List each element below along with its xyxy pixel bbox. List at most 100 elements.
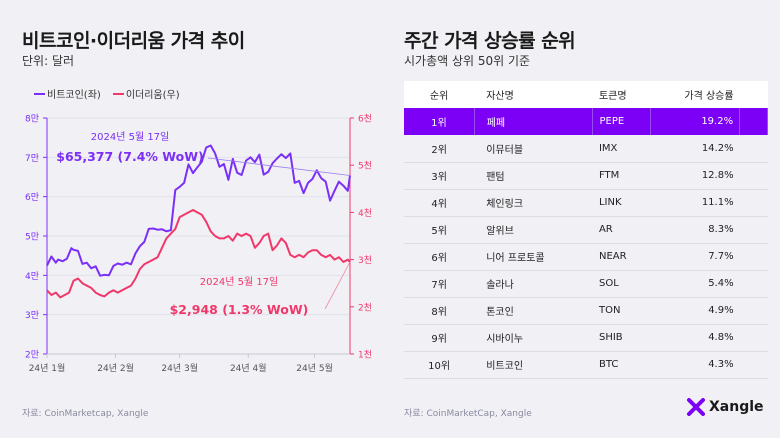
left-axis-tick-label: 7만 xyxy=(25,153,39,164)
table-row: 8위 톤코인 TON 4.9% xyxy=(404,297,768,324)
ethereum-annotation-date: 2024년 5월 17일 xyxy=(200,276,279,288)
rank-cell: 7위 xyxy=(431,280,447,291)
price-change-cell: 12.8% xyxy=(701,170,734,181)
bitcoin-annotation-date: 2024년 5월 17일 xyxy=(91,131,170,143)
header-rank: 순위 xyxy=(429,91,449,102)
left-axis-tick-label: 8만 xyxy=(25,114,39,125)
ethereum-price-line xyxy=(46,209,351,299)
header-spacer xyxy=(740,81,768,108)
right-axis-tick-label: 3천 xyxy=(358,255,372,266)
left-axis-tick-label: 3만 xyxy=(25,310,39,321)
table-row: 5위 알위브 AR 8.3% xyxy=(404,216,768,243)
table-row: 9위 시바이누 SHIB 4.8% xyxy=(404,324,768,351)
header-price-change: 가격 상승률 xyxy=(684,91,734,102)
table-row: 4위 체인링크 LINK 11.1% xyxy=(404,189,768,216)
spacer-cell xyxy=(740,351,768,378)
price-change-cell: 5.4% xyxy=(708,278,734,289)
legend-swatch-ethereum xyxy=(112,92,124,95)
asset-name-cell: 알위브 xyxy=(486,226,514,237)
rank-cell: 9위 xyxy=(431,334,447,345)
rank-cell: 5위 xyxy=(431,226,447,237)
rank-cell: 6위 xyxy=(431,253,447,264)
bitcoin-price-line xyxy=(46,144,351,277)
price-change-cell: 8.3% xyxy=(708,224,734,235)
rank-cell: 10위 xyxy=(428,361,451,372)
left-axis-tick-label: 5만 xyxy=(25,232,39,243)
x-axis-tick-label: 24년 2월 xyxy=(97,362,134,374)
left-chart-subtitle: 단위: 달러 xyxy=(22,54,75,68)
left-axis-tick-label: 6만 xyxy=(25,192,39,203)
right-axis-tick-label: 4천 xyxy=(358,208,372,219)
x-axis-tick-label: 24년 1월 xyxy=(29,362,66,374)
right-axis-tick-label: 1천 xyxy=(358,350,372,361)
x-axis-tick-label: 24년 3월 xyxy=(161,362,198,374)
xangle-wordmark: Xangle xyxy=(709,399,764,415)
spacer-cell xyxy=(740,189,768,216)
token-cell: SHIB xyxy=(598,332,623,343)
header-asset-name: 자산명 xyxy=(486,91,514,102)
asset-name-cell: 팬텀 xyxy=(486,172,505,183)
bitcoin-annotation-value: $65,377 (7.4% WoW) xyxy=(56,149,203,164)
token-cell: IMX xyxy=(598,142,618,154)
table-row: 1위 페페 PEPE 19.2% xyxy=(404,108,768,135)
legend-swatch-bitcoin xyxy=(34,92,45,95)
right-source-note: 자료: CoinMarketCap, Xangle xyxy=(404,409,532,419)
asset-name-cell: 이뮤터블 xyxy=(486,144,524,156)
legend-item-ethereum: 이더리움(우) xyxy=(112,86,180,101)
legend-item-bitcoin: 비트코인(좌) xyxy=(34,86,101,101)
ethereum-annotation-value: $2,948 (1.3% WoW) xyxy=(170,302,309,317)
token-cell: AR xyxy=(598,224,613,235)
ethereum-annotation-leader xyxy=(324,261,351,310)
token-cell: BTC xyxy=(598,359,619,370)
right-axis-tick-label: 6천 xyxy=(358,114,372,125)
table-row: 2위 이뮤터블 IMX 14.2% xyxy=(404,135,768,162)
price-change-cell: 4.8% xyxy=(708,332,734,343)
token-cell: NEAR xyxy=(598,251,627,262)
token-cell: FTM xyxy=(598,170,620,181)
legend-label-ethereum: 이더리움(우) xyxy=(125,90,180,101)
asset-name-cell: 체인링크 xyxy=(486,199,524,210)
xangle-logo: Xangle xyxy=(687,398,764,416)
spacer-cell xyxy=(740,243,768,270)
rank-cell: 8위 xyxy=(431,307,447,318)
token-cell: TON xyxy=(598,305,621,316)
xangle-x-icon xyxy=(687,398,705,416)
x-axis-tick-label: 24년 4월 xyxy=(230,362,267,374)
token-cell: LINK xyxy=(598,197,622,208)
table-row: 7위 솔라나 SOL 5.4% xyxy=(404,270,768,297)
right-axis-tick-label: 2천 xyxy=(358,302,372,313)
x-axis-tick-label: 24년 5월 xyxy=(296,362,333,374)
table-row: 10위 비트코인 BTC 4.3% xyxy=(404,351,768,378)
asset-name-cell: 비트코인 xyxy=(486,361,524,372)
price-change-cell: 19.2% xyxy=(650,108,741,135)
right-table-title: 주간 가격 상승률 순위 xyxy=(404,30,576,52)
left-source-note: 자료: CoinMarketcap, Xangle xyxy=(22,409,149,419)
spacer-cell xyxy=(740,270,768,297)
asset-name-cell: 니어 프로토콜 xyxy=(486,253,545,264)
table-header-row: 순위 자산명 토큰명 가격 상승률 xyxy=(404,81,768,108)
asset-name-cell: 시바이누 xyxy=(486,334,524,345)
token-cell: PEPE xyxy=(592,108,652,135)
price-line-chart: 2만 3만 4만 5만 6만 7만 8만 1천 2천 3천 4천 5천 6천 24년 1월 24년 2월 24… xyxy=(25,114,372,375)
asset-name-cell: 톤코인 xyxy=(486,307,514,318)
price-change-cell: 14.2% xyxy=(701,142,734,154)
table-row: 3위 팬텀 FTM 12.8% xyxy=(404,162,768,189)
table-row: 6위 니어 프로토콜 NEAR 7.7% xyxy=(404,243,768,270)
asset-name-cell: 페페 xyxy=(474,108,594,135)
spacer-cell xyxy=(740,216,768,243)
right-axis-tick-label: 5천 xyxy=(358,161,372,172)
left-chart-title: 비트코인·이더리움 가격 추이 xyxy=(22,30,245,52)
asset-name-cell: 솔라나 xyxy=(486,280,514,291)
spacer-cell xyxy=(739,108,768,135)
chart-legend: 비트코인(좌) 이더리움(우) xyxy=(34,86,180,101)
spacer-cell xyxy=(740,162,768,189)
header-token: 토큰명 xyxy=(598,91,627,102)
price-change-cell: 7.7% xyxy=(708,251,734,262)
token-cell: SOL xyxy=(598,278,619,289)
right-table-subtitle: 시가총액 상위 50위 기준 xyxy=(404,54,531,68)
bitcoin-annotation-leader xyxy=(207,157,351,176)
left-axis-tick-label: 2만 xyxy=(25,350,39,361)
price-change-cell: 4.9% xyxy=(708,305,734,316)
left-axis-tick-label: 4만 xyxy=(25,271,39,282)
weekly-gain-ranking-table: 순위 자산명 토큰명 가격 상승률 1위 페페 PEPE 19.2% 2위 이뮤터블 IMX… xyxy=(404,81,768,379)
